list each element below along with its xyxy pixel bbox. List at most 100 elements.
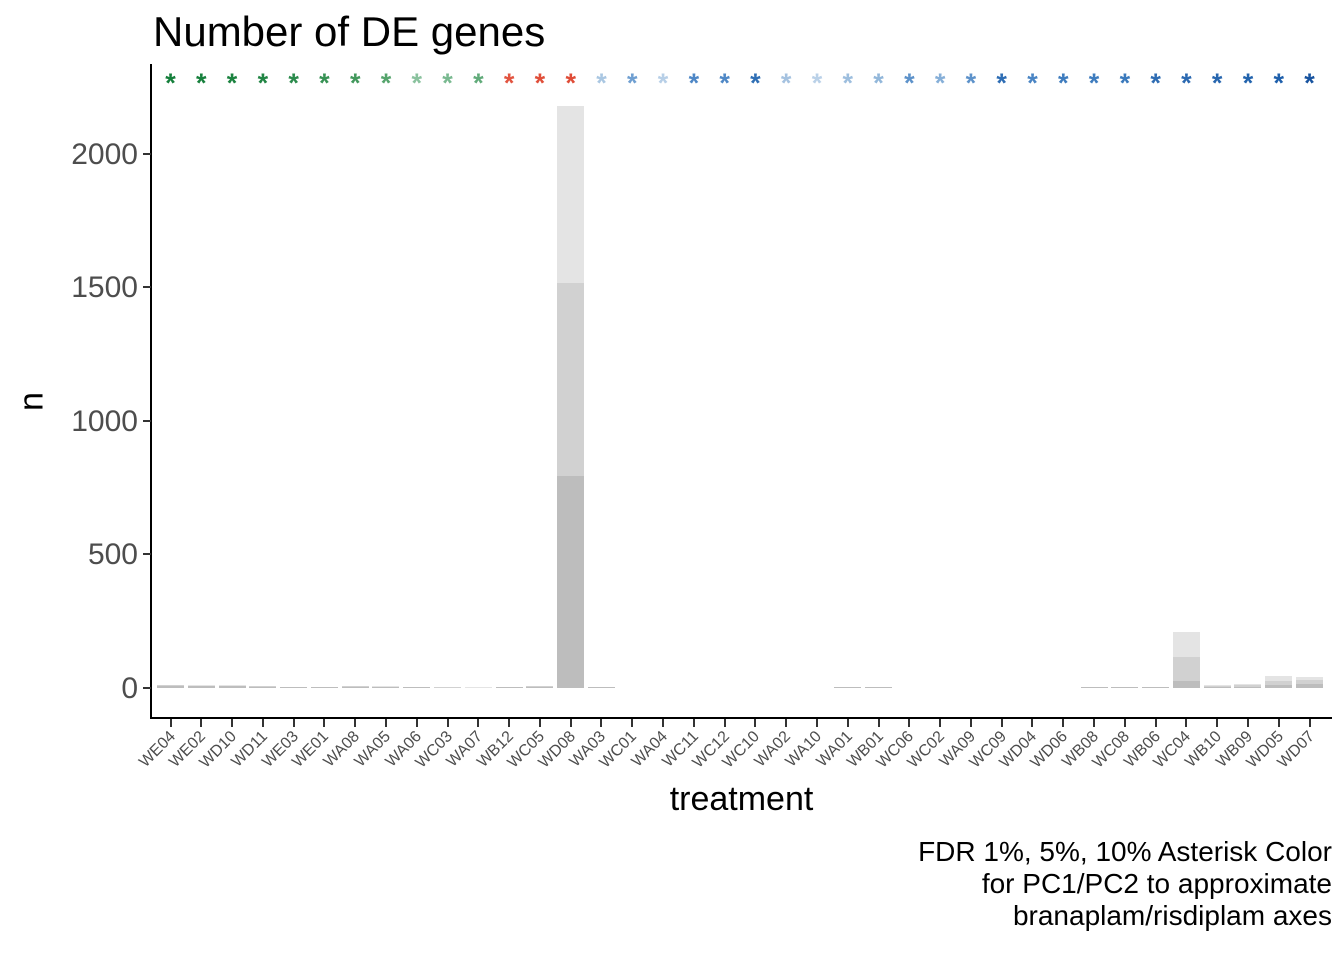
x-tick-mark — [1123, 719, 1126, 727]
bar-WB09 — [1234, 685, 1262, 688]
bar-WA06 — [403, 687, 431, 688]
bar-WC05 — [526, 686, 554, 688]
y-tick-mark — [143, 553, 151, 556]
significance-asterisk: * — [934, 68, 946, 98]
significance-asterisk: * — [688, 68, 700, 98]
bar-WB06 — [1142, 687, 1170, 688]
bar-WA01 — [834, 687, 862, 688]
y-tick-label: 2000 — [71, 137, 138, 171]
significance-asterisk: * — [1027, 68, 1038, 98]
caption-line-2: for PC1/PC2 to approximate — [981, 868, 1332, 899]
bar-WB01 — [865, 687, 893, 688]
significance-asterisk: * — [965, 68, 977, 98]
bar-WA08 — [341, 686, 369, 688]
significance-asterisk: * — [565, 68, 576, 98]
x-tick-mark — [261, 719, 264, 727]
x-tick-mark — [908, 719, 911, 727]
x-tick-mark — [323, 719, 326, 727]
x-tick-mark — [1277, 719, 1280, 727]
x-tick-mark — [846, 719, 849, 727]
significance-asterisk: * — [1181, 68, 1192, 98]
bar-WE01 — [310, 687, 338, 688]
x-tick-mark — [815, 719, 818, 727]
significance-asterisk: * — [257, 68, 269, 98]
y-axis-title: n — [12, 392, 51, 411]
x-tick-mark — [446, 719, 449, 727]
significance-asterisk: * — [596, 68, 607, 98]
significance-asterisk: * — [996, 68, 1007, 98]
significance-asterisk: * — [534, 68, 546, 98]
significance-asterisk: * — [411, 68, 423, 98]
x-tick-mark — [692, 719, 695, 727]
significance-asterisk: * — [473, 68, 484, 98]
x-tick-mark — [1093, 719, 1096, 727]
y-tick-label: 1500 — [71, 271, 138, 305]
bar-WE03 — [280, 687, 308, 688]
significance-asterisk: * — [904, 68, 915, 98]
x-tick-mark — [231, 719, 234, 727]
significance-asterisk: * — [842, 68, 854, 98]
x-tick-mark — [1154, 719, 1157, 727]
bar-WB10 — [1203, 687, 1231, 688]
significance-asterisk: * — [503, 68, 515, 98]
bar-WD07 — [1296, 679, 1324, 688]
significance-asterisk: * — [319, 68, 330, 98]
chart-title: Number of DE genes — [153, 8, 546, 55]
significance-asterisk: * — [288, 68, 299, 98]
significance-asterisk: * — [442, 68, 453, 98]
y-tick-mark — [143, 687, 151, 689]
significance-asterisk: * — [226, 68, 238, 98]
x-tick-mark — [1062, 719, 1065, 727]
y-tick-mark — [143, 152, 151, 155]
x-tick-mark — [723, 719, 726, 727]
caption-line-3: branaplam/risdiplam axes — [1012, 900, 1332, 931]
bar-WE04 — [157, 685, 184, 688]
bar-WC08 — [1111, 687, 1139, 688]
x-tick-mark — [354, 719, 357, 727]
y-tick-mark — [143, 419, 151, 422]
bar-WB12 — [495, 687, 523, 688]
bar-WE02 — [187, 686, 215, 688]
significance-asterisk: * — [873, 68, 884, 98]
bar-WD05 — [1265, 685, 1293, 688]
x-tick-mark — [939, 719, 942, 727]
significance-asterisk: * — [165, 68, 176, 98]
bar-WB08 — [1080, 687, 1108, 688]
caption-line-1: FDR 1%, 5%, 10% Asterisk Color — [918, 836, 1332, 867]
y-tick-label: 500 — [87, 538, 138, 572]
x-tick-mark — [415, 719, 418, 727]
significance-asterisk: * — [1211, 68, 1223, 98]
x-tick-mark — [1246, 719, 1249, 727]
bar-WA05 — [372, 686, 400, 688]
x-tick-mark — [600, 719, 603, 727]
significance-asterisk: * — [719, 68, 730, 98]
significance-asterisk: * — [657, 68, 669, 98]
significance-asterisk: * — [627, 68, 638, 98]
significance-asterisk: * — [1057, 68, 1069, 98]
x-tick-mark — [969, 719, 972, 727]
significance-asterisk: * — [1242, 68, 1254, 98]
x-tick-mark — [569, 719, 572, 727]
x-tick-mark — [1185, 719, 1188, 727]
x-tick-mark — [1031, 719, 1034, 727]
x-axis-line — [150, 717, 1332, 719]
x-tick-mark — [169, 719, 172, 727]
bar-WD05 — [1265, 681, 1293, 688]
bar-WD10 — [218, 686, 246, 688]
x-tick-mark — [538, 719, 541, 727]
x-tick-mark — [877, 719, 880, 727]
x-tick-mark — [1000, 719, 1003, 727]
significance-asterisk: * — [1304, 68, 1315, 98]
x-tick-mark — [292, 719, 295, 727]
x-tick-mark — [1216, 719, 1219, 727]
significance-asterisk: * — [1150, 68, 1161, 98]
significance-asterisk: * — [380, 68, 392, 98]
bar-WB09 — [1234, 686, 1262, 688]
significance-asterisk: * — [780, 68, 792, 98]
x-tick-mark — [200, 719, 203, 727]
x-tick-mark — [477, 719, 480, 727]
significance-asterisk: * — [811, 68, 823, 98]
bar-WD11 — [249, 686, 277, 688]
bar-WA03 — [587, 687, 615, 688]
